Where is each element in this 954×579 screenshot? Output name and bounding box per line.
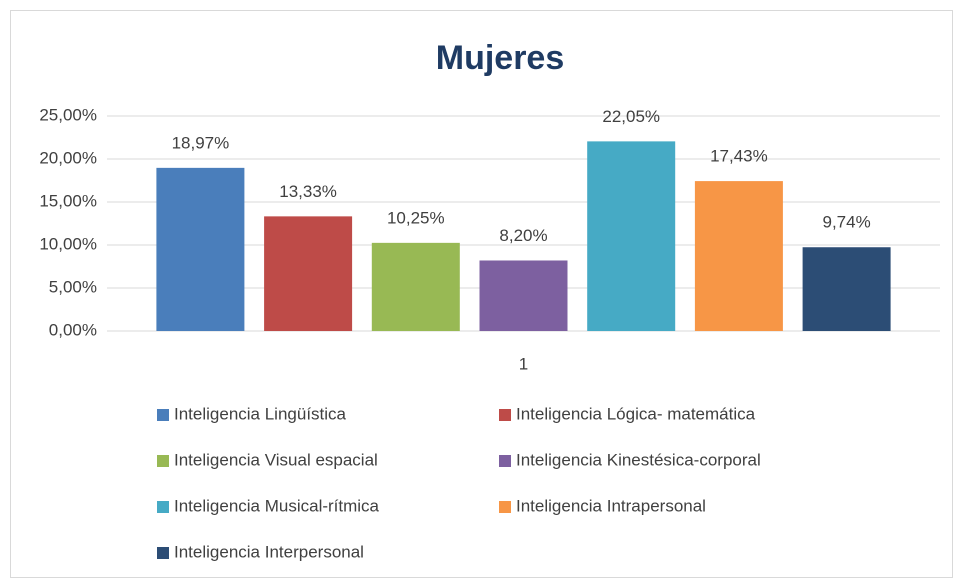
x-tick-label: 1 bbox=[519, 354, 528, 373]
y-tick-label: 0,00% bbox=[49, 320, 97, 339]
y-tick-label: 25,00% bbox=[39, 105, 97, 124]
legend-label: Inteligencia Lingüística bbox=[174, 404, 347, 423]
bar bbox=[264, 216, 353, 331]
y-tick-label: 20,00% bbox=[39, 148, 97, 167]
legend-label: Inteligencia Visual espacial bbox=[174, 450, 378, 469]
bar bbox=[587, 141, 676, 331]
legend-label: Inteligencia Kinestésica-corporal bbox=[516, 450, 761, 469]
y-tick-label: 10,00% bbox=[39, 234, 97, 253]
bar bbox=[479, 260, 568, 331]
y-tick-label: 5,00% bbox=[49, 277, 97, 296]
legend-swatch bbox=[157, 501, 169, 513]
bar bbox=[694, 181, 783, 331]
legend-swatch bbox=[499, 409, 511, 421]
legend-swatch bbox=[157, 547, 169, 559]
legend-swatch bbox=[499, 455, 511, 467]
y-tick-label: 15,00% bbox=[39, 191, 97, 210]
data-label: 17,43% bbox=[710, 147, 768, 166]
legend-label: Inteligencia Lógica- matemática bbox=[516, 404, 756, 423]
bar bbox=[802, 247, 891, 331]
data-label: 10,25% bbox=[387, 208, 445, 227]
chart-title: Mujeres bbox=[436, 39, 565, 77]
bar bbox=[371, 242, 460, 331]
data-label: 18,97% bbox=[172, 133, 230, 152]
legend-label: Inteligencia Musical-rítmica bbox=[174, 496, 380, 515]
legend-swatch bbox=[157, 455, 169, 467]
legend-label: Inteligencia Intrapersonal bbox=[516, 496, 706, 515]
data-label: 22,05% bbox=[602, 107, 660, 126]
legend-label: Inteligencia Interpersonal bbox=[174, 542, 364, 561]
legend-swatch bbox=[157, 409, 169, 421]
data-label: 13,33% bbox=[279, 182, 337, 201]
data-label: 9,74% bbox=[822, 213, 870, 232]
legend-swatch bbox=[499, 501, 511, 513]
bar bbox=[156, 167, 245, 331]
data-label: 8,20% bbox=[499, 226, 547, 245]
